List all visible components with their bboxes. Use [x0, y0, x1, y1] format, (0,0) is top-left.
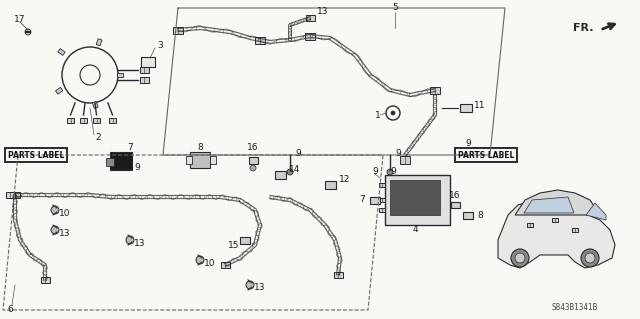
Bar [390, 180, 440, 215]
Text: 8: 8 [197, 144, 203, 152]
Bar [527, 223, 533, 227]
Bar [117, 73, 123, 77]
Bar [451, 202, 460, 208]
Bar [430, 86, 440, 93]
Text: 9: 9 [395, 149, 401, 158]
Polygon shape [586, 203, 606, 220]
Bar [67, 117, 74, 122]
Bar [324, 181, 335, 189]
Text: 16: 16 [247, 144, 259, 152]
Bar [379, 198, 385, 202]
Text: 5: 5 [392, 4, 398, 12]
Text: 14: 14 [289, 166, 301, 174]
Text: 2: 2 [95, 133, 101, 143]
Circle shape [25, 29, 31, 35]
Text: 9: 9 [372, 167, 378, 176]
Circle shape [51, 226, 59, 234]
Circle shape [581, 249, 599, 267]
Text: 4: 4 [412, 226, 418, 234]
Text: 11: 11 [474, 101, 486, 110]
Circle shape [511, 249, 529, 267]
Bar [10, 192, 19, 198]
Polygon shape [498, 200, 615, 268]
Bar [255, 36, 265, 43]
Bar [370, 197, 380, 204]
Bar [248, 157, 257, 164]
Bar [572, 228, 578, 232]
Bar [109, 117, 116, 122]
Text: 13: 13 [254, 284, 266, 293]
Text: 13: 13 [60, 228, 71, 238]
Circle shape [126, 236, 134, 244]
Bar [25, 31, 31, 33]
Bar [379, 183, 385, 187]
Text: 10: 10 [204, 258, 216, 268]
Text: 7: 7 [127, 144, 133, 152]
Bar [56, 87, 63, 94]
Text: 13: 13 [134, 239, 146, 248]
Bar [305, 33, 315, 40]
Bar [385, 175, 450, 225]
Text: 7: 7 [359, 196, 365, 204]
Bar [190, 152, 210, 168]
Text: 1: 1 [375, 110, 381, 120]
Circle shape [287, 169, 293, 175]
Bar [210, 156, 216, 164]
Circle shape [196, 256, 204, 264]
Bar [58, 48, 65, 56]
Bar [5, 148, 67, 162]
Text: 9: 9 [295, 149, 301, 158]
Bar [80, 117, 87, 122]
Bar [92, 101, 98, 108]
Bar [552, 218, 558, 222]
Bar [173, 26, 183, 33]
Bar [141, 57, 155, 67]
Text: PARTS LABEL: PARTS LABEL [458, 151, 514, 160]
Text: 9: 9 [134, 164, 140, 173]
Bar [140, 67, 148, 73]
Circle shape [515, 253, 525, 263]
Text: 13: 13 [317, 8, 329, 17]
Circle shape [387, 169, 393, 175]
Bar [463, 211, 473, 219]
Polygon shape [515, 190, 600, 215]
Text: 9: 9 [390, 167, 396, 176]
Bar [40, 277, 49, 283]
Circle shape [51, 206, 59, 214]
Bar [455, 148, 517, 162]
Bar [140, 77, 148, 83]
Text: 8: 8 [477, 211, 483, 219]
Text: PARTS LABEL: PARTS LABEL [8, 151, 64, 160]
Bar [6, 192, 15, 198]
Bar [240, 236, 250, 243]
Circle shape [246, 281, 254, 289]
Bar [110, 152, 132, 170]
Circle shape [391, 111, 395, 115]
Bar [106, 158, 114, 166]
Bar [460, 104, 472, 112]
Text: 3: 3 [157, 41, 163, 50]
Circle shape [585, 253, 595, 263]
Text: FR.: FR. [573, 23, 593, 33]
Text: 12: 12 [339, 175, 351, 184]
Bar [96, 39, 102, 46]
Text: 10: 10 [60, 209, 71, 218]
Bar [186, 156, 192, 164]
Bar [379, 208, 385, 212]
Bar [333, 272, 342, 278]
Bar [305, 15, 314, 21]
Bar [400, 156, 410, 164]
Text: S843B1341B: S843B1341B [552, 303, 598, 313]
Bar [275, 171, 285, 179]
Text: 6: 6 [7, 306, 13, 315]
Text: 9: 9 [465, 138, 471, 147]
Text: 16: 16 [449, 190, 461, 199]
Text: 15: 15 [228, 241, 240, 250]
Circle shape [250, 165, 256, 171]
Bar [221, 262, 230, 268]
Bar [93, 117, 100, 122]
Text: 17: 17 [14, 16, 26, 25]
Polygon shape [524, 197, 574, 213]
